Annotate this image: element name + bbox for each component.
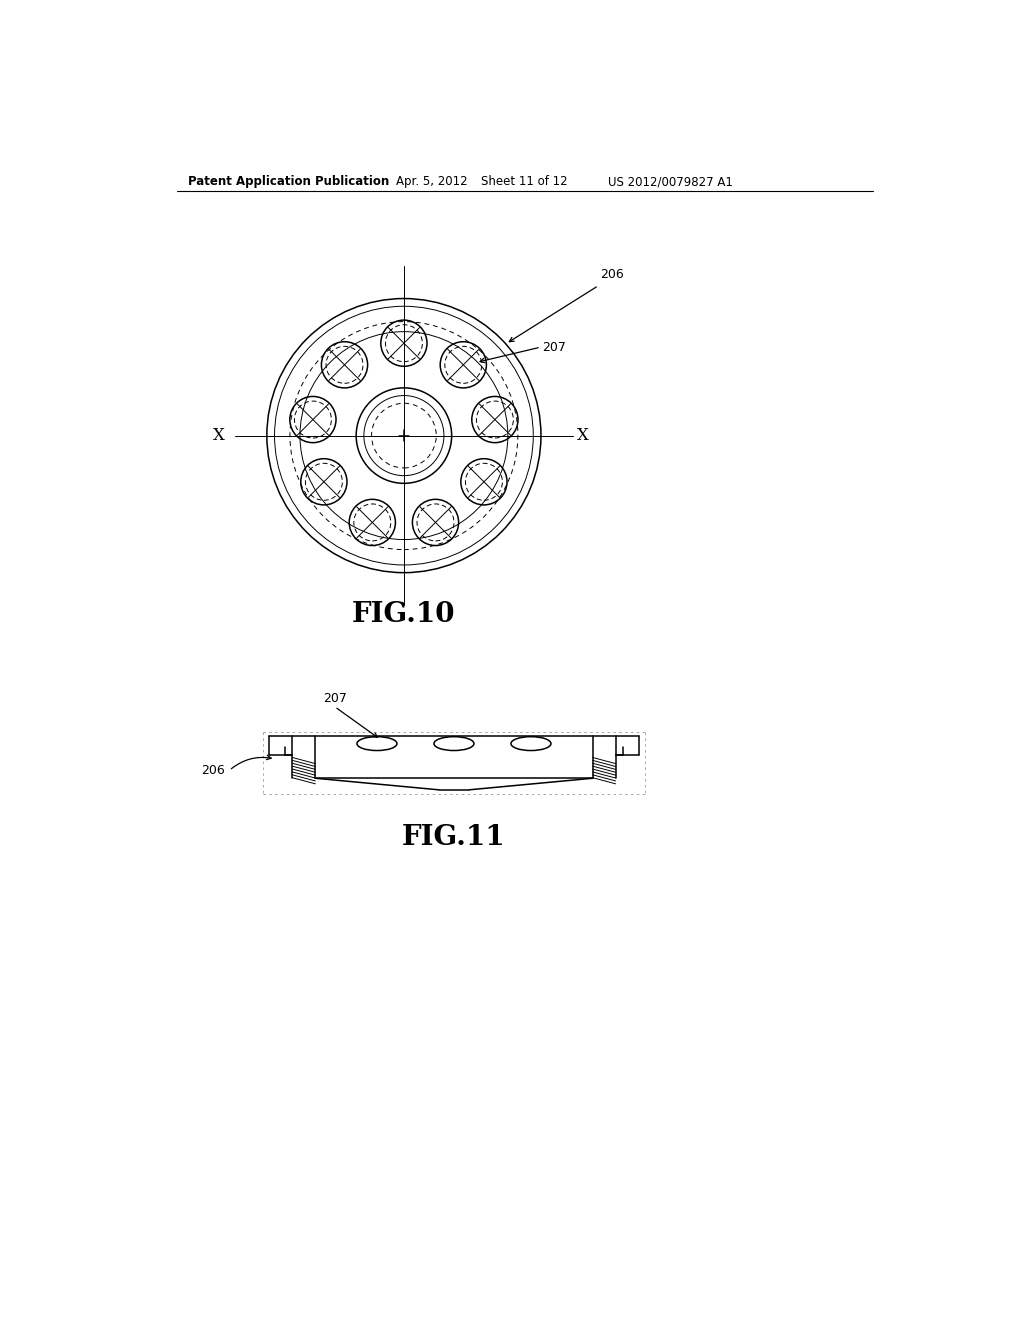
Text: 206: 206 bbox=[202, 764, 225, 777]
Text: 207: 207 bbox=[323, 693, 347, 705]
Text: X: X bbox=[578, 428, 589, 444]
Text: Apr. 5, 2012: Apr. 5, 2012 bbox=[396, 176, 468, 189]
Text: Patent Application Publication: Patent Application Publication bbox=[188, 176, 389, 189]
Text: US 2012/0079827 A1: US 2012/0079827 A1 bbox=[608, 176, 733, 189]
Text: 206: 206 bbox=[600, 268, 624, 281]
Text: X: X bbox=[213, 428, 225, 444]
Text: FIG.11: FIG.11 bbox=[402, 825, 506, 851]
Text: Sheet 11 of 12: Sheet 11 of 12 bbox=[481, 176, 567, 189]
Text: 207: 207 bbox=[543, 341, 566, 354]
Text: FIG.10: FIG.10 bbox=[352, 601, 456, 628]
